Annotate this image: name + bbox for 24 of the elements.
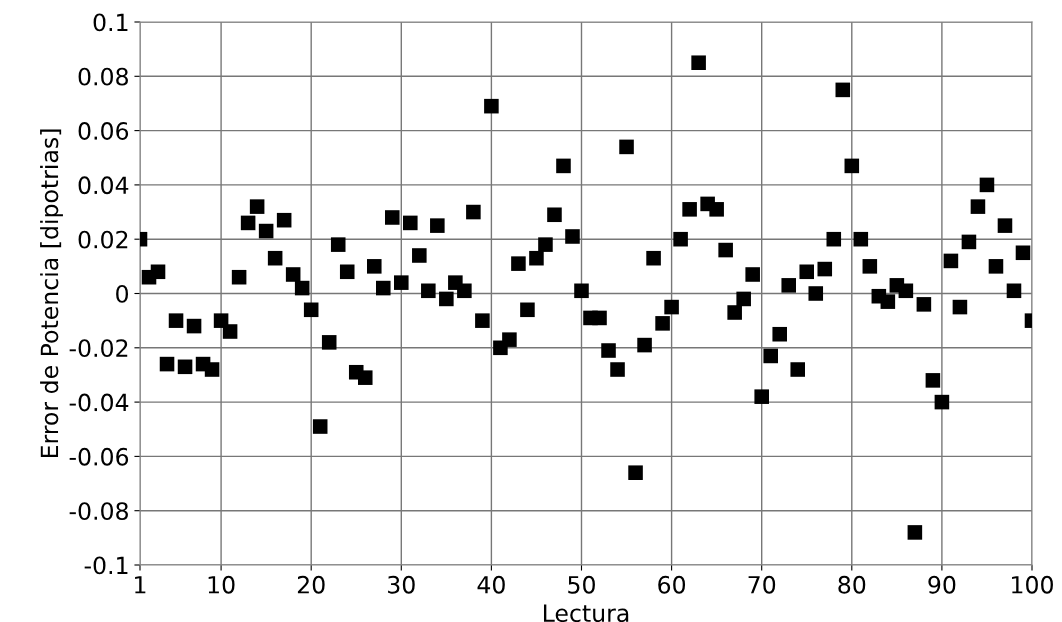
y-axis-title: Error de Potencia [dipotrias] [40,129,63,458]
x-tick-label: 50 [568,575,595,594]
y-tick-label: 0 [116,284,129,303]
y-tick-label: -0.06 [69,447,129,466]
x-axis-title: Lectura [543,604,629,622]
y-tick-label: -0.1 [84,556,128,575]
x-tick-label: 70 [748,575,776,594]
x-tick-label: 100 [1012,575,1053,594]
x-tick-label: 90 [928,575,956,594]
y-tick-label: 0.02 [78,230,128,249]
y-tick-label: 0.06 [78,122,129,140]
y-tick-label: -0.04 [69,393,129,412]
x-tick-label: 30 [388,575,415,594]
y-tick-label: 0.04 [78,176,129,195]
x-tick-label: 80 [838,575,866,594]
y-tick-label: 0.1 [93,13,128,32]
x-tick-label: 20 [297,575,325,594]
x-tick-label: 1 [135,576,146,594]
y-tick-label: -0.02 [69,339,128,358]
x-tick-label: 10 [208,575,235,594]
x-tick-label: 60 [658,575,686,594]
y-tick-label: 0.08 [78,67,128,86]
y-tick-label: -0.08 [69,502,128,521]
x-tick-label: 40 [477,575,505,594]
